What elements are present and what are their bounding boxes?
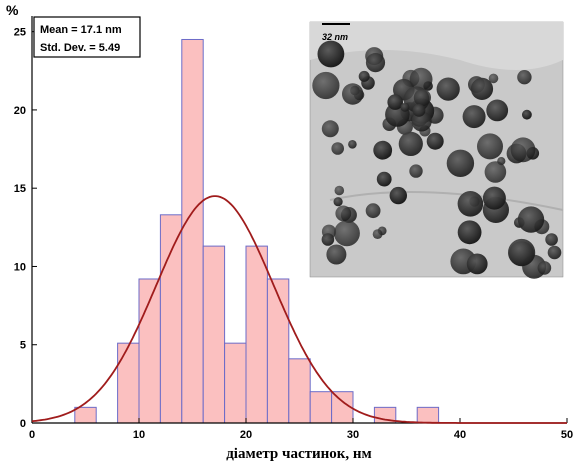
nanoparticle — [545, 233, 558, 246]
nanoparticle — [321, 120, 339, 138]
nanoparticle — [488, 73, 499, 84]
x-axis-title: діаметр частинок, нм — [226, 446, 372, 462]
nanoparticle — [387, 94, 404, 110]
histogram-bar-5 — [181, 38, 204, 424]
nanoparticle — [457, 191, 484, 217]
normal-fit-curve — [31, 195, 567, 424]
nanoparticle — [398, 131, 423, 156]
histogram-bar-14 — [416, 406, 440, 424]
nanoparticle — [365, 203, 381, 219]
nanoparticle — [358, 70, 370, 82]
mean-label: Mean = 17.1 nm — [40, 24, 122, 36]
nanoparticle — [335, 205, 352, 222]
y-tick-label-0: 0 — [20, 418, 26, 430]
x-tick-label-0: 0 — [29, 429, 35, 441]
nanoparticle — [372, 229, 383, 240]
scale-bar-label: 32 nm — [322, 32, 348, 42]
y-tick-label-25: 25 — [14, 27, 26, 39]
x-tick-label-50: 50 — [561, 429, 573, 441]
nanoparticle — [517, 206, 545, 233]
histogram-bar-4 — [159, 214, 183, 424]
x-tick-label-10: 10 — [133, 429, 145, 441]
nanoparticle — [466, 253, 488, 275]
nanoparticle — [436, 77, 460, 101]
histogram-bar-9 — [266, 278, 290, 424]
nanoparticles — [312, 40, 562, 279]
histogram-bar-8 — [245, 245, 268, 424]
nanoparticle — [477, 133, 503, 160]
nanoparticle — [446, 149, 475, 177]
y-tick-label-20: 20 — [14, 105, 26, 117]
nanoparticle — [365, 53, 386, 73]
histogram-bar-2 — [117, 342, 140, 424]
nanoparticle — [412, 104, 426, 117]
nanoparticle — [517, 70, 532, 85]
nanoparticle — [373, 140, 393, 160]
nanoparticle — [507, 238, 536, 267]
std-dev-label: Std. Dev. = 5.49 — [40, 42, 120, 54]
histogram-bar-1 — [74, 406, 97, 424]
nanoparticle — [321, 233, 335, 246]
nanoparticle — [462, 105, 486, 129]
nanoparticle — [331, 142, 345, 155]
nanoparticle — [326, 244, 347, 265]
nanoparticle — [376, 171, 392, 187]
nanoparticle — [409, 164, 423, 178]
nanoparticle — [411, 111, 432, 132]
nanoparticle — [537, 261, 552, 275]
histogram-bar-6 — [202, 245, 226, 424]
nanoparticle — [389, 186, 407, 205]
y-tick-label-5: 5 — [20, 340, 26, 352]
nanoparticle — [510, 137, 536, 163]
histogram-bar-11 — [309, 391, 333, 424]
nanoparticle — [482, 186, 506, 210]
scale-bar — [322, 23, 350, 25]
nanoparticle — [426, 132, 444, 150]
nanoparticle — [486, 99, 509, 122]
nanoparticle — [522, 109, 532, 120]
nanoparticle — [334, 185, 345, 196]
nanoparticle — [342, 83, 364, 105]
x-tick-label-40: 40 — [454, 429, 466, 441]
nanoparticle — [317, 40, 345, 68]
nanoparticle — [333, 197, 343, 207]
nanoparticle — [312, 71, 340, 100]
nanoparticle — [409, 67, 433, 91]
y-axis-unit: % — [6, 2, 19, 18]
histogram-bar-10 — [288, 358, 311, 424]
nanoparticle — [547, 245, 562, 260]
histogram-bar-7 — [224, 342, 247, 424]
x-tick-label-30: 30 — [347, 429, 359, 441]
y-tick-label-10: 10 — [14, 261, 26, 273]
nanoparticle — [348, 140, 357, 149]
y-tick-label-15: 15 — [14, 183, 26, 195]
nanoparticle — [413, 89, 431, 107]
nanoparticle — [333, 220, 360, 247]
stats-box: Mean = 17.1 nm Std. Dev. = 5.49 — [33, 16, 141, 58]
nanoparticle — [484, 161, 507, 183]
x-tick-label-20: 20 — [240, 429, 252, 441]
nanoparticle — [400, 102, 410, 112]
nanoparticle — [457, 220, 482, 245]
tem-inset-image — [309, 21, 564, 279]
nanoparticle — [470, 77, 494, 100]
